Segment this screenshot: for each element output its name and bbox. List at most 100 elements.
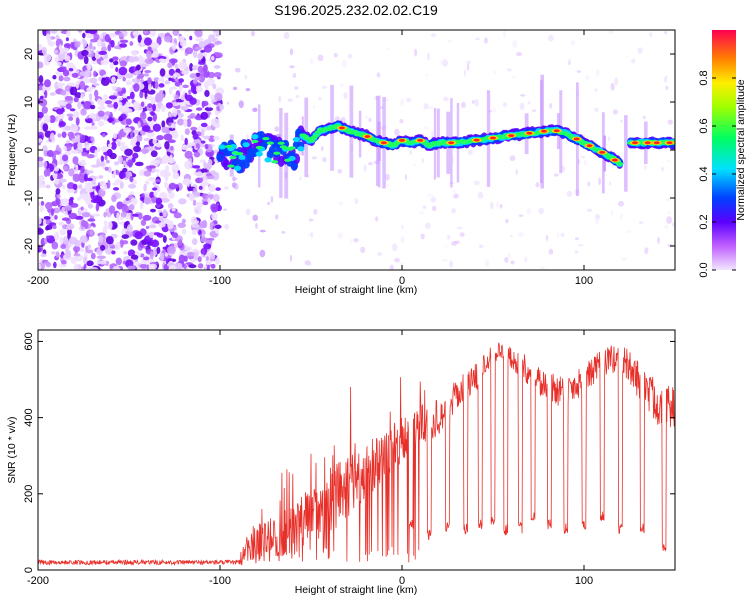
noise-blob bbox=[163, 133, 173, 141]
noise-blob bbox=[96, 146, 101, 153]
noise-blob bbox=[198, 40, 207, 48]
faint-blob bbox=[467, 149, 473, 155]
noise-blob bbox=[132, 101, 140, 110]
noise-blob bbox=[184, 246, 192, 252]
ridge-blob bbox=[229, 156, 237, 160]
noise-blob bbox=[56, 61, 62, 66]
noise-blob bbox=[125, 80, 132, 86]
noise-blob bbox=[38, 228, 44, 235]
noise-blob bbox=[207, 197, 211, 204]
noise-blob bbox=[39, 98, 48, 107]
faint-blob bbox=[531, 109, 537, 112]
noise-blob bbox=[155, 179, 161, 183]
noise-blob bbox=[71, 72, 79, 78]
faint-blob bbox=[512, 75, 516, 79]
ridge-peak bbox=[364, 135, 371, 138]
faint-blob bbox=[539, 266, 546, 270]
noise-blob bbox=[86, 153, 95, 159]
noise-blob bbox=[196, 201, 203, 208]
faint-blob bbox=[644, 247, 649, 255]
noise-blob bbox=[100, 155, 105, 163]
noise-blob bbox=[139, 200, 144, 210]
snr-y-tick-label: 400 bbox=[23, 408, 35, 426]
faint-blob bbox=[471, 100, 475, 104]
faint-blob bbox=[360, 246, 366, 254]
faint-blob bbox=[560, 232, 565, 237]
faint-blob bbox=[610, 210, 614, 216]
noise-blob bbox=[69, 108, 76, 112]
noise-blob bbox=[159, 212, 164, 217]
ridge-blob bbox=[284, 158, 292, 162]
noise-blob bbox=[121, 204, 130, 214]
noise-blob bbox=[38, 138, 43, 143]
noise-blob bbox=[158, 83, 165, 88]
noise-blob bbox=[106, 104, 115, 108]
noise-blob bbox=[196, 171, 203, 177]
noise-blob bbox=[154, 81, 159, 90]
noise-blob bbox=[200, 128, 205, 138]
faint-blob bbox=[607, 136, 611, 142]
noise-blob bbox=[82, 32, 86, 39]
noise-blob bbox=[202, 201, 209, 206]
noise-blob bbox=[94, 149, 98, 158]
faint-blob bbox=[518, 231, 524, 238]
noise-blob bbox=[198, 229, 202, 236]
colorbar-tick-label: 0.2 bbox=[698, 214, 710, 229]
noise-blob bbox=[114, 179, 123, 184]
noise-blob bbox=[123, 251, 127, 255]
noise-blob bbox=[195, 143, 200, 149]
faint-blob bbox=[431, 130, 434, 139]
noise-blob bbox=[210, 94, 215, 100]
noise-blob bbox=[115, 257, 122, 266]
noise-blob bbox=[114, 241, 121, 251]
noise-blob bbox=[49, 92, 56, 96]
faint-blob bbox=[614, 77, 619, 86]
noise-blob bbox=[93, 83, 100, 87]
noise-blob bbox=[212, 83, 217, 90]
noise-blob bbox=[83, 55, 89, 65]
noise-blob bbox=[159, 252, 165, 262]
noise-blob bbox=[59, 236, 64, 245]
noise-blob bbox=[191, 229, 197, 236]
noise-blob bbox=[179, 39, 187, 47]
noise-blob bbox=[163, 35, 173, 43]
noise-blob bbox=[148, 224, 157, 229]
noise-blob bbox=[63, 76, 71, 82]
noise-blob bbox=[87, 53, 95, 58]
noise-blob bbox=[119, 39, 129, 43]
noise-blob bbox=[70, 123, 79, 133]
noise-blob bbox=[178, 47, 185, 51]
ridge-blob bbox=[262, 136, 270, 141]
noise-blob bbox=[86, 170, 94, 174]
noise-blob bbox=[61, 206, 65, 214]
noise-blob bbox=[203, 113, 207, 120]
faint-blob bbox=[245, 87, 251, 92]
noise-blob bbox=[68, 68, 74, 72]
noise-blob bbox=[119, 181, 124, 189]
snr-frame bbox=[37, 329, 676, 571]
noise-blob bbox=[194, 30, 203, 37]
faint-blob bbox=[442, 258, 448, 262]
faint-blob bbox=[576, 70, 582, 73]
noise-blob bbox=[167, 158, 176, 164]
noise-blob bbox=[131, 213, 140, 217]
noise-blob bbox=[54, 231, 60, 241]
noise-blob bbox=[203, 161, 207, 170]
noise-blob bbox=[200, 254, 204, 258]
faint-blob bbox=[274, 126, 280, 132]
ridge-peak bbox=[490, 136, 496, 140]
noise-blob bbox=[78, 174, 86, 183]
noise-blob bbox=[66, 30, 71, 37]
noise-blob bbox=[140, 101, 145, 108]
faint-blob bbox=[244, 74, 248, 80]
faint-blob bbox=[587, 181, 591, 187]
noise-blob bbox=[157, 55, 167, 60]
noise-blob bbox=[184, 92, 188, 99]
noise-blob bbox=[90, 252, 96, 260]
noise-blob bbox=[38, 216, 42, 225]
noise-blob bbox=[54, 178, 60, 185]
spectrogram-y-tick-label: 20 bbox=[23, 48, 35, 60]
noise-blob bbox=[113, 161, 119, 166]
noise-blob bbox=[86, 260, 94, 267]
noise-blob bbox=[189, 196, 195, 202]
